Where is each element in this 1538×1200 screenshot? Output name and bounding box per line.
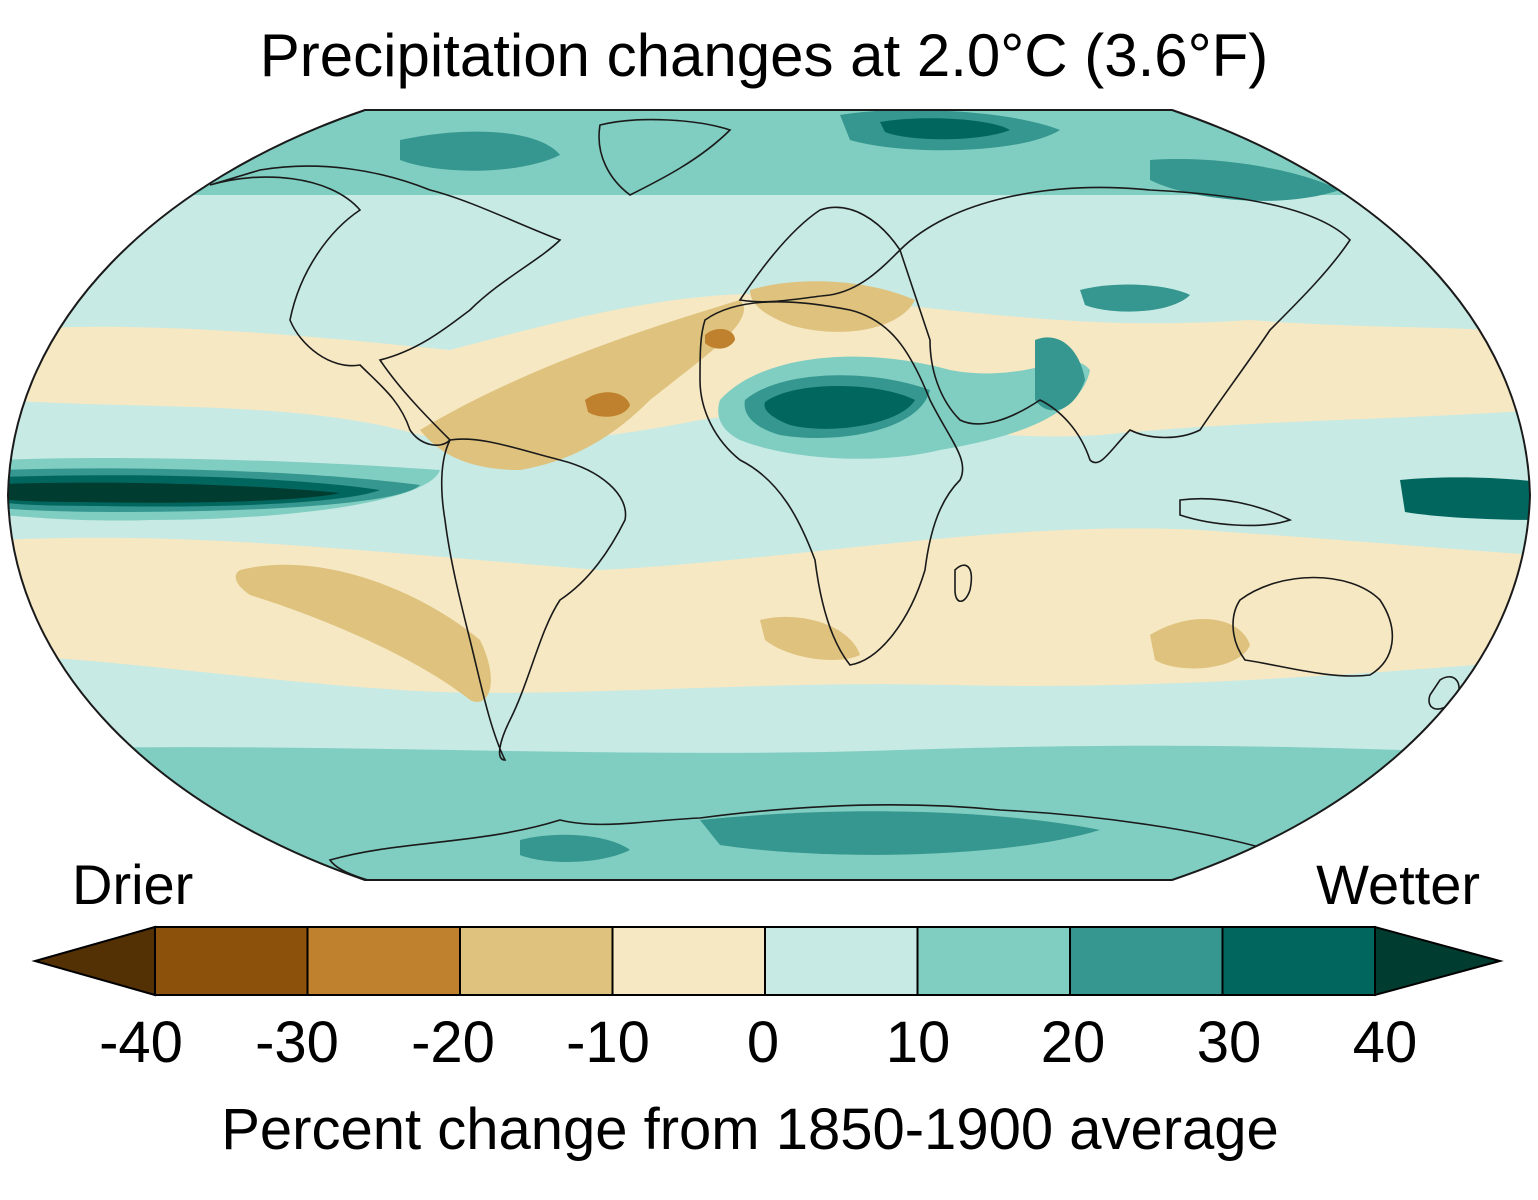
map-outline [6, 109, 1532, 881]
tick-label: 20 [1040, 1010, 1106, 1075]
field-dry-south-pacific [235, 564, 491, 702]
coast-antarctica [328, 803, 1272, 880]
field-pacific-east [1400, 477, 1530, 520]
coast-south-america [440, 438, 627, 761]
tick-label: -40 [99, 1010, 183, 1075]
colorbar [0, 915, 1538, 1010]
field-south-deep-2 [520, 834, 630, 862]
map-title: Precipitation changes at 2.0°C (3.6°F) [259, 22, 1269, 89]
colorbar-bin-1 [154, 926, 309, 996]
field-north-deep-3 [1150, 159, 1340, 201]
field-dry-australia [1150, 618, 1250, 669]
coast-north-america [209, 165, 562, 446]
field-tibet-wet [1080, 284, 1190, 312]
field-sahara-core [764, 386, 915, 429]
field-north-deep-2 [400, 131, 560, 171]
coastlines [209, 118, 1460, 880]
colorbar-bin-6 [916, 926, 1071, 996]
field-dry-atlantic [420, 300, 744, 470]
coast-australia [1232, 576, 1394, 677]
colorbar-axis-label: Percent change from 1850-1900 average [221, 1097, 1279, 1162]
field-pacific-max [8, 482, 340, 503]
colorbar-bin-2 [306, 926, 461, 996]
colorbar-bin-7 [1069, 926, 1224, 996]
coast-madagascar [954, 564, 973, 603]
coast-europe [738, 206, 902, 303]
coast-indonesia [1179, 497, 1293, 527]
field-dry-south-africa [760, 616, 860, 660]
colorbar-bin-5 [764, 926, 919, 996]
field-dry-north [8, 293, 1530, 443]
field-dry-spot-2 [705, 328, 735, 349]
colorbar-arrow-low [31, 925, 156, 997]
colorbar-bin-4 [611, 926, 766, 996]
tick-label: 30 [1196, 1010, 1262, 1075]
world-map [0, 100, 1538, 890]
colorbar-arrow-high [1374, 925, 1504, 997]
tick-label: -10 [566, 1010, 650, 1075]
field-asia-wet [1035, 337, 1085, 411]
coast-asia [899, 186, 1352, 464]
field-dry-spot-1 [585, 392, 630, 417]
tick-label: -30 [255, 1010, 339, 1075]
tick-label: 10 [885, 1010, 951, 1075]
tick-label: 40 [1352, 1010, 1418, 1075]
tick-label: -20 [411, 1010, 495, 1075]
coast-greenland [598, 118, 732, 196]
colorbar-bin-3 [459, 926, 614, 996]
drier-label: Drier [72, 853, 194, 916]
coast-africa [699, 301, 964, 666]
wetter-label: Wetter [1316, 853, 1480, 916]
field-south-deep [700, 811, 1100, 855]
tick-label: 0 [746, 1010, 780, 1075]
colorbar-bin-8 [1221, 926, 1376, 996]
field-north-deeper [880, 118, 1010, 140]
